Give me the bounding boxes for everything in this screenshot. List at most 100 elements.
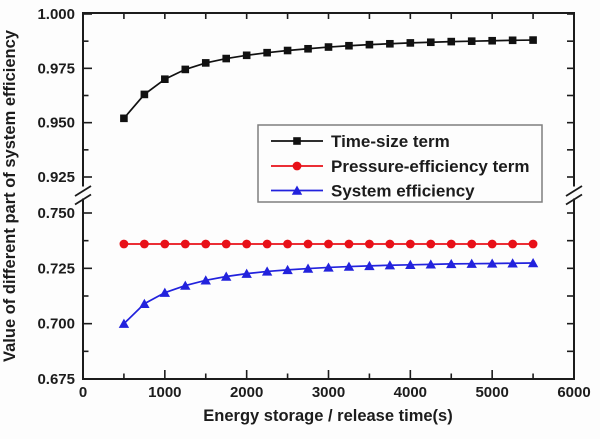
- triangle-marker: [200, 275, 211, 285]
- square-marker: [447, 37, 456, 46]
- series-system-efficiency: [118, 258, 539, 328]
- triangle-marker: [323, 262, 334, 272]
- y-tick-label: 0.725: [37, 260, 75, 277]
- triangle-marker: [302, 263, 314, 273]
- square-marker: [508, 36, 517, 45]
- circle-marker: [262, 239, 272, 249]
- circle-marker: [292, 161, 302, 171]
- circle-marker: [365, 239, 374, 249]
- y-tick-label: 0.750: [37, 205, 75, 222]
- y-tick-label: 1.000: [37, 6, 75, 23]
- triangle-marker: [241, 268, 252, 278]
- axis-break-gap: [79, 186, 87, 199]
- square-marker: [140, 90, 149, 99]
- legend-label: Time-size term: [331, 132, 450, 151]
- axis-break-slash: [565, 193, 583, 206]
- axis-ticks: [82, 13, 575, 380]
- y-tick-label: 0.950: [37, 115, 75, 132]
- legend-label: System efficiency: [331, 182, 475, 201]
- circle-marker: [139, 239, 149, 249]
- triangle-marker: [343, 261, 355, 271]
- axis-break-slash: [74, 185, 92, 197]
- circle-marker: [283, 239, 292, 249]
- circle-marker: [528, 239, 538, 249]
- square-marker: [426, 38, 435, 47]
- square-marker: [161, 75, 169, 83]
- circle-marker: [221, 239, 231, 249]
- triangle-marker: [364, 260, 375, 271]
- triangle-marker: [486, 258, 498, 268]
- square-marker: [201, 59, 210, 67]
- circle-marker: [344, 239, 354, 249]
- square-marker: [283, 46, 292, 55]
- circle-marker: [242, 239, 252, 249]
- square-marker: [365, 40, 374, 49]
- triangle-marker: [425, 259, 436, 269]
- square-marker: [242, 51, 251, 60]
- circle-marker: [324, 239, 333, 249]
- circle-marker: [201, 239, 211, 249]
- square-marker: [386, 39, 394, 48]
- axis-break-marks: [74, 185, 583, 206]
- y-axis-title: Value of different part of system effici…: [1, 29, 19, 362]
- circle-marker: [160, 239, 170, 249]
- triangle-marker: [221, 271, 232, 281]
- triangle-marker: [118, 318, 130, 328]
- legend-box: [257, 124, 543, 203]
- square-marker: [406, 39, 415, 47]
- triangle-marker: [180, 280, 191, 290]
- triangle-marker: [405, 259, 416, 269]
- legend-entry-time-size: Time-size term: [271, 132, 450, 151]
- y-tick-label: 0.975: [37, 60, 75, 77]
- triangle-marker: [291, 185, 303, 195]
- circle-marker: [180, 239, 190, 249]
- square-marker: [120, 114, 128, 123]
- y-tick-label: 0.925: [37, 169, 75, 186]
- triangle-marker: [261, 266, 273, 276]
- circle-marker: [119, 239, 129, 249]
- legend-label: Pressure-efficiency term: [331, 157, 529, 176]
- circle-marker: [426, 239, 436, 249]
- tick-labels: 0 1000 2000 3000 4000 5000 6000 1.000 0.975 0.950…: [37, 6, 590, 401]
- triangle-marker: [384, 260, 396, 270]
- square-marker: [324, 43, 333, 51]
- circle-marker: [487, 239, 497, 249]
- series-time-size: [120, 36, 537, 123]
- triangle-marker: [466, 258, 477, 268]
- axis-break-slash: [74, 193, 92, 206]
- x-tick-label: 6000: [557, 384, 590, 401]
- triangle-marker: [282, 264, 293, 275]
- square-marker: [529, 36, 537, 44]
- x-tick-label: 3000: [312, 384, 345, 401]
- square-marker: [222, 54, 231, 63]
- square-marker: [467, 37, 476, 45]
- x-tick-label: 4000: [394, 384, 427, 401]
- series-line-system-efficiency: [123, 262, 534, 325]
- triangle-marker: [527, 258, 539, 268]
- x-tick-label: 2000: [230, 384, 263, 401]
- y-tick-label: 0.700: [37, 316, 75, 333]
- series-pressure-efficiency: [119, 239, 538, 249]
- square-marker: [293, 137, 301, 145]
- triangle-marker: [446, 258, 457, 269]
- circle-marker: [405, 239, 415, 249]
- x-tick-label: 5000: [475, 384, 508, 401]
- square-marker: [304, 44, 312, 53]
- square-marker: [181, 65, 190, 74]
- legend-entry-pressure-efficiency: Pressure-efficiency term: [271, 157, 529, 176]
- x-tick-label: 1000: [148, 384, 181, 401]
- x-tick-label: 0: [79, 384, 87, 401]
- square-marker: [488, 36, 496, 45]
- legend: Time-size term Pressure-efficiency term Sy…: [257, 124, 543, 203]
- axis-break-slash: [565, 185, 583, 197]
- axis-break-gap: [570, 186, 578, 199]
- triangle-marker: [159, 287, 171, 297]
- triangle-marker: [507, 258, 518, 268]
- x-axis-title: Energy storage / release time(s): [203, 407, 452, 425]
- triangle-marker: [139, 298, 150, 308]
- circle-marker: [446, 239, 456, 249]
- y-tick-label: 0.675: [37, 371, 75, 388]
- square-marker: [263, 48, 271, 57]
